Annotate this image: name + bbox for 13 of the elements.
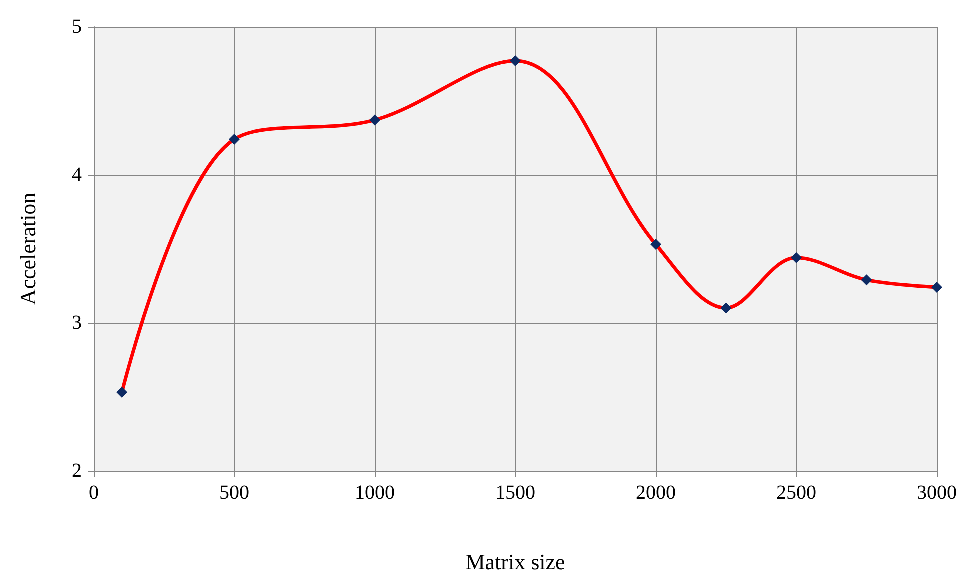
- x-axis-title: Matrix size: [466, 550, 566, 574]
- y-tick-label: 2: [72, 460, 82, 482]
- y-tick-label: 3: [72, 312, 82, 334]
- x-tick-label: 1500: [496, 482, 536, 504]
- x-tick-label: 2000: [636, 482, 676, 504]
- x-tick-label: 1000: [355, 482, 395, 504]
- x-tick-label: 0: [89, 482, 99, 504]
- y-tick-label: 4: [72, 164, 82, 186]
- x-tick-label: 3000: [917, 482, 957, 504]
- x-tick-label: 500: [220, 482, 250, 504]
- y-axis-title: Acceleration: [16, 192, 40, 306]
- y-tick-label: 5: [72, 16, 82, 38]
- x-tick-label: 2500: [776, 482, 816, 504]
